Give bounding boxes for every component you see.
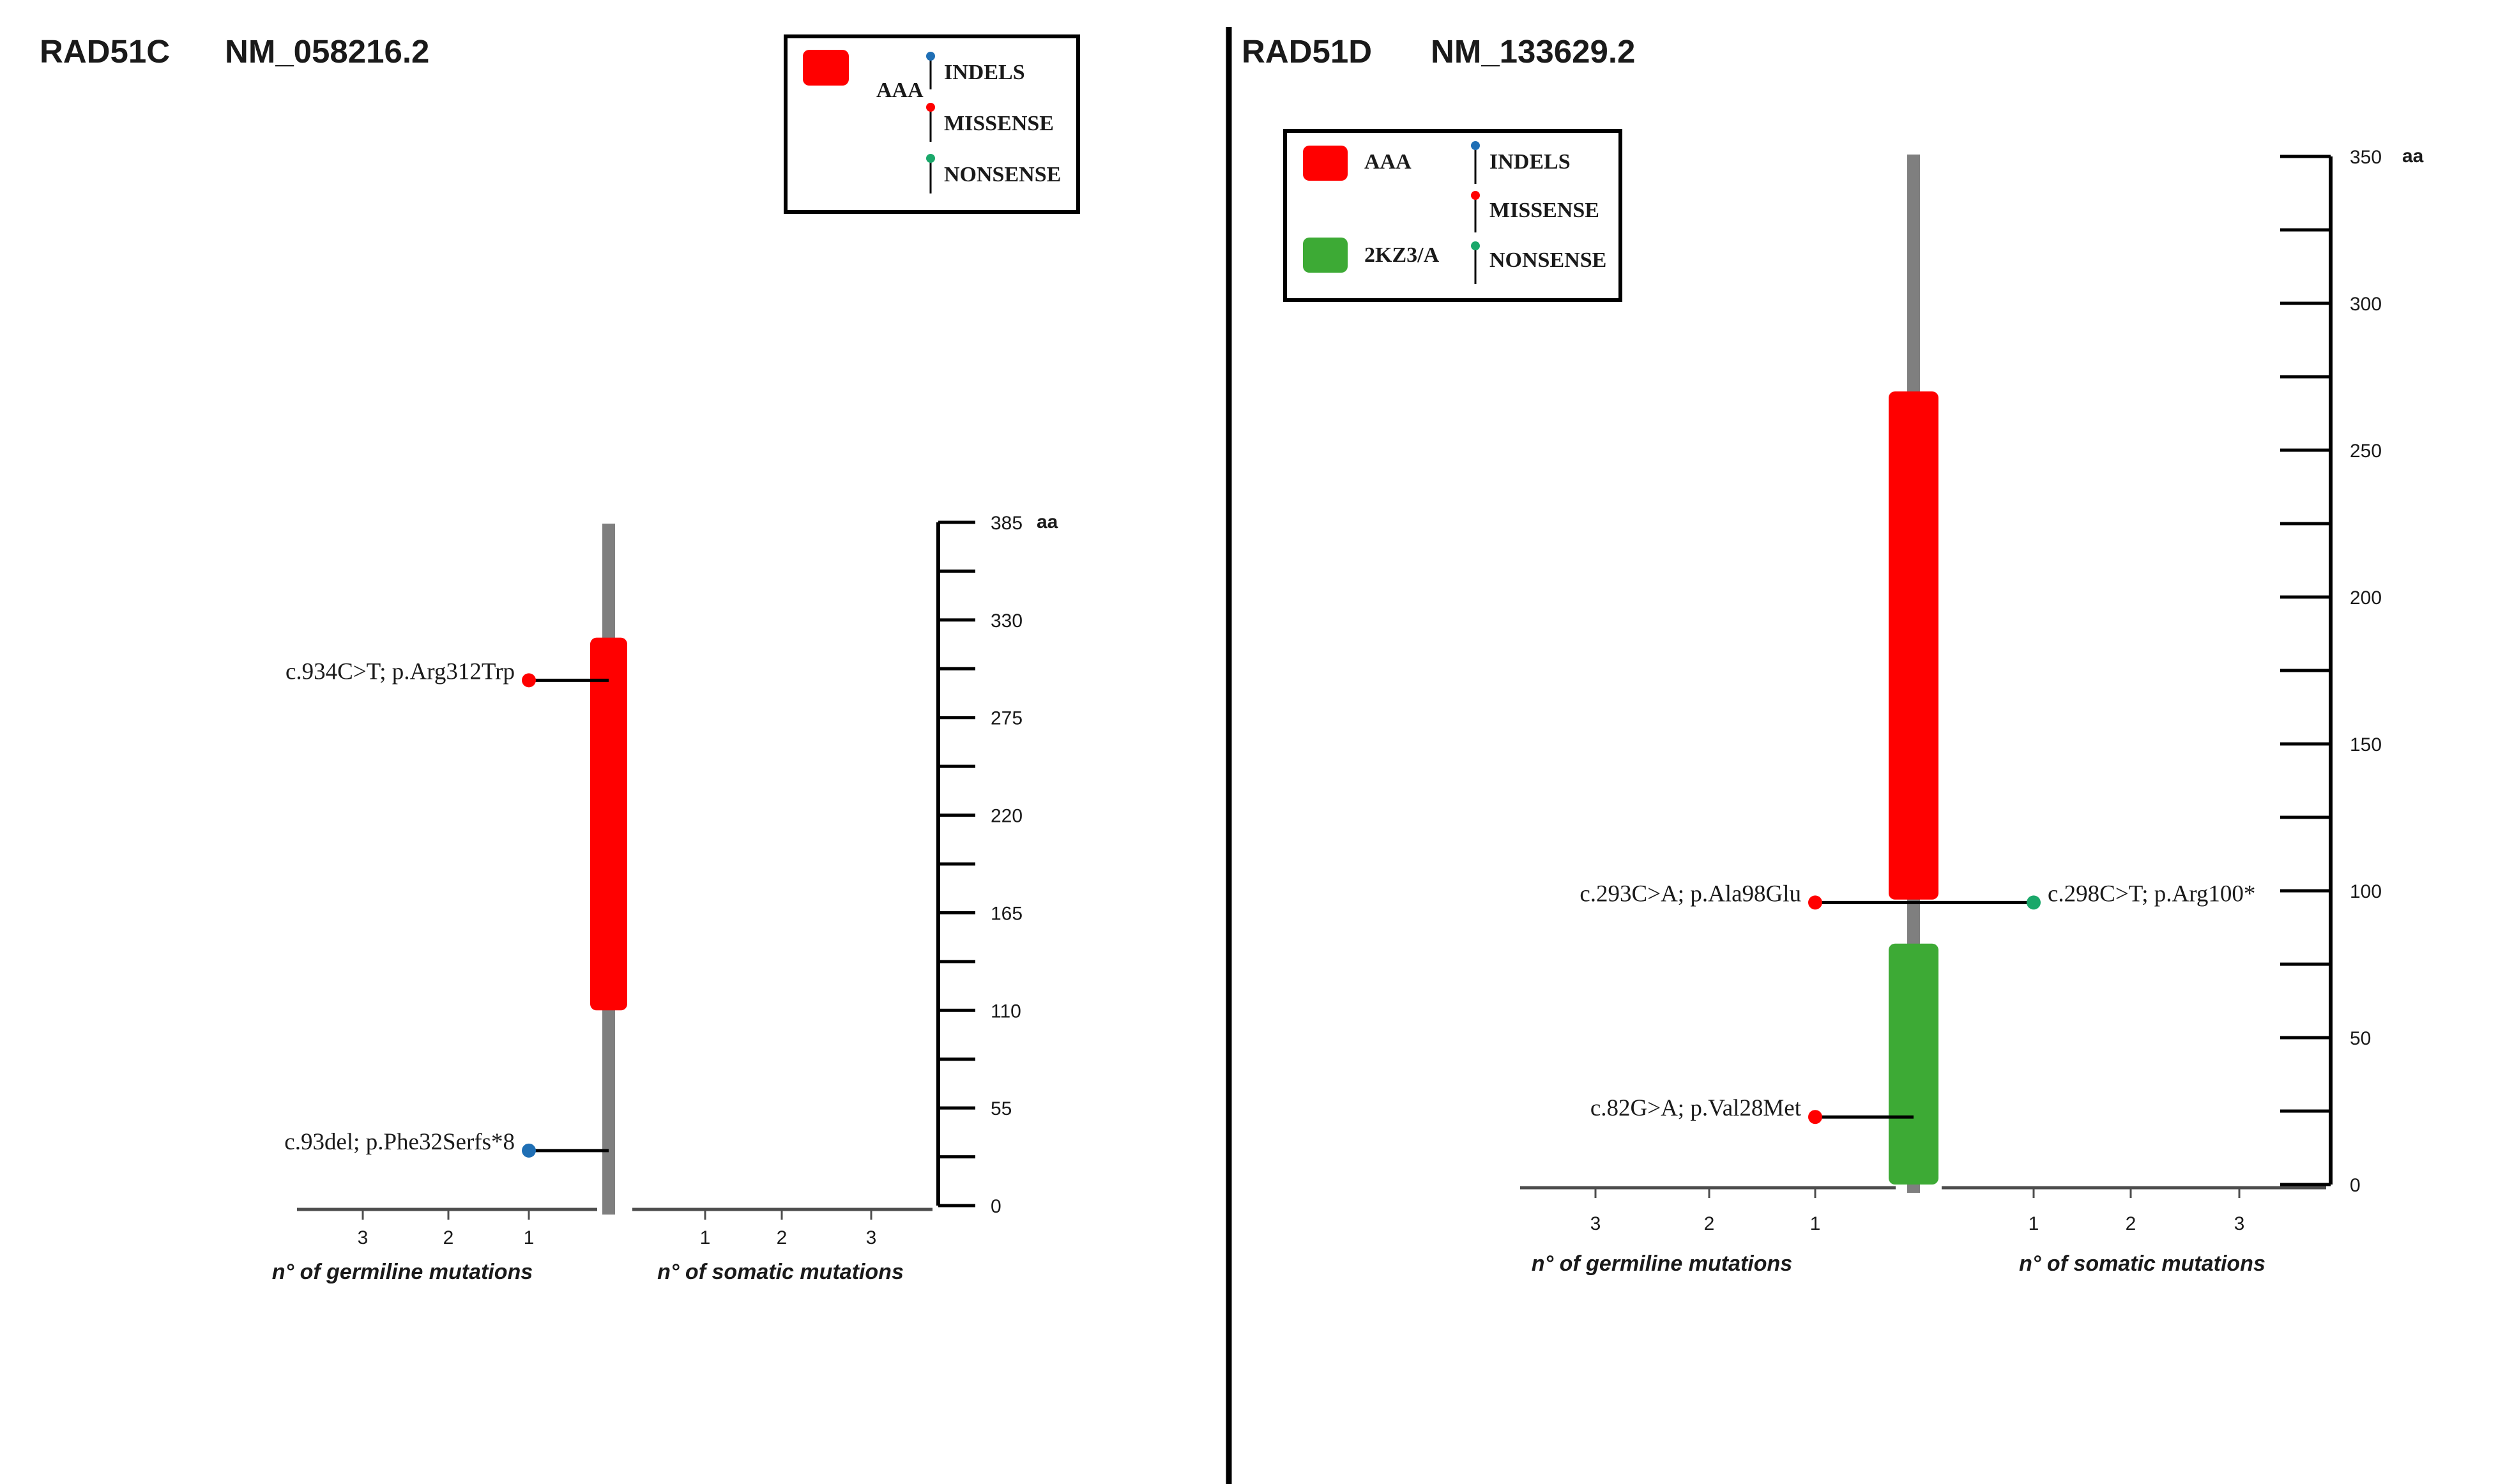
legend-nonsense-dot (1471, 241, 1480, 250)
legend-aaa-label: AAA (1364, 150, 1412, 174)
rad51d-gene-title: RAD51D (1242, 33, 1372, 70)
aa-scale-tick-label: 330 (991, 610, 1023, 632)
aa-scale-tick-label: 200 (2350, 587, 2382, 609)
somatic-axis-label: n° of somatic mutations (2019, 1252, 2265, 1276)
mutation-label: c.93del; p.Phe32Serfs*8 (284, 1129, 515, 1155)
aa-scale-tick-label: 50 (2350, 1028, 2371, 1049)
aa-scale-tick-label: 150 (2350, 734, 2382, 755)
legend-indels-dot (1471, 141, 1480, 150)
mutation-dot-indels (522, 1143, 536, 1158)
legend-nonsense-label: NONSENSE (1489, 248, 1606, 272)
rad51d-lollipop-panel: 3 2 1 1 2 3 n° of germiline mutations n° of som… (1520, 146, 2424, 1276)
mutation-label: c.934C>T; p.Arg312Trp (286, 658, 515, 685)
legend-missense-dot (926, 103, 935, 112)
mutation-label: c.298C>T; p.Arg100* (2048, 881, 2255, 907)
aa-scale-tick-label: 300 (2350, 294, 2382, 315)
mutation-dot-missense (1808, 895, 1822, 910)
rad51c-transcript-title: NM_058216.2 (225, 33, 429, 70)
germline-tick-label: 1 (524, 1227, 535, 1248)
domain-aaa (1889, 391, 1938, 900)
legend-missense-dot (1471, 191, 1480, 200)
domain-aaa (590, 637, 627, 1011)
germline-tick-label: 2 (1704, 1213, 1715, 1234)
legend-indels-label: INDELS (1489, 150, 1571, 174)
germline-tick-label: 1 (1810, 1213, 1821, 1234)
legend-aaa-swatch (1303, 146, 1348, 181)
legend-nonsense-dot (926, 154, 935, 163)
germline-tick-label: 3 (1590, 1213, 1601, 1234)
somatic-tick-label: 1 (700, 1227, 711, 1248)
somatic-tick-label: 1 (2029, 1213, 2039, 1234)
somatic-tick-label: 2 (2126, 1213, 2136, 1234)
rad51d-legend: AAA 2KZ3/A INDELS MISSENSE NONSENSE (1283, 129, 1622, 302)
legend-missense-label: MISSENSE (1489, 199, 1599, 222)
aa-scale-tick-label: 110 (991, 1001, 1021, 1022)
legend-nonsense-label: NONSENSE (944, 163, 1061, 186)
aa-scale-tick-label: 350 (2350, 147, 2382, 168)
aa-scale-tick-label: 0 (2350, 1175, 2361, 1196)
legend-aaa-swatch (803, 50, 849, 86)
rad51c-gene-title: RAD51C (40, 33, 170, 70)
germline-axis-label: n° of germiline mutations (1532, 1252, 1792, 1276)
aa-scale-tick-label: 100 (2350, 881, 2382, 902)
germline-tick-label: 3 (358, 1227, 369, 1248)
somatic-tick-label: 2 (777, 1227, 788, 1248)
mutation-label: c.293C>A; p.Ala98Glu (1580, 881, 1801, 907)
somatic-tick-label: 3 (866, 1227, 877, 1248)
somatic-axis-label: n° of somatic mutations (657, 1260, 904, 1284)
aa-scale-tick-label: 385 (991, 513, 1023, 534)
mutation-dot-missense (1808, 1110, 1822, 1124)
legend-indels-dot (926, 52, 935, 61)
domain-2kz3-a (1889, 943, 1938, 1185)
germline-axis-label: n° of germiline mutations (272, 1260, 533, 1284)
legend-missense-label: MISSENSE (944, 112, 1054, 135)
legend-indels-label: INDELS (944, 61, 1025, 84)
aa-scale-tick-label: 0 (991, 1196, 1001, 1217)
aa-scale-tick-label: 250 (2350, 441, 2382, 462)
aa-scale-unit: aa (1037, 511, 1058, 533)
legend-aaa-label: AAA (876, 79, 924, 102)
somatic-tick-label: 3 (2234, 1213, 2245, 1234)
mutation-label: c.82G>A; p.Val28Met (1590, 1095, 1802, 1121)
mutation-dot-missense (522, 673, 536, 688)
rad51c-lollipop-panel: 3 2 1 1 2 3 n° of germiline mutations n° of som… (272, 511, 1058, 1284)
germline-tick-label: 2 (443, 1227, 454, 1248)
aa-scale-unit: aa (2402, 146, 2424, 167)
mutation-dot-nonsense (2027, 895, 2041, 910)
legend-2kz3-swatch (1303, 238, 1348, 273)
rad51d-transcript-title: NM_133629.2 (1431, 33, 1635, 70)
aa-scale-tick-label: 220 (991, 806, 1023, 827)
aa-scale-tick-label: 275 (991, 708, 1023, 729)
rad51c-legend: AAA INDELS MISSENSE NONSENSE (784, 34, 1080, 214)
legend-2kz3-label: 2KZ3/A (1364, 243, 1440, 267)
aa-scale-tick-label: 55 (991, 1098, 1012, 1119)
aa-scale-tick-label: 165 (991, 903, 1023, 924)
